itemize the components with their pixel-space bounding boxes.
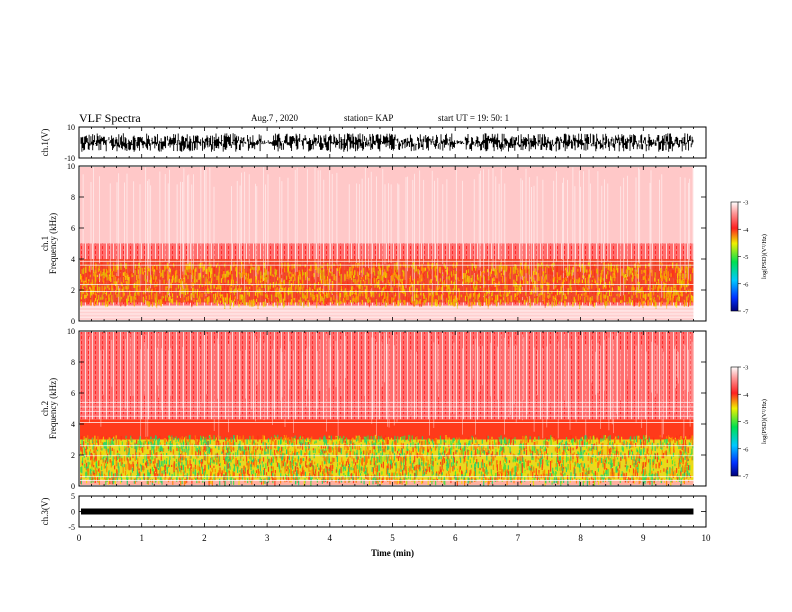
ch2-spectrogram-colorbar-tick-label: -5	[743, 419, 748, 426]
ch2-spectrogram-colorbar-tick-label: -3	[743, 365, 748, 372]
x-tick-label: 9	[641, 533, 646, 543]
x-tick-label: 2	[202, 533, 207, 543]
ch2-spectrogram-image	[79, 332, 694, 487]
figure-title: VLF Spectra	[79, 111, 141, 125]
ch1-spectrogram-colorbar-scale	[730, 201, 739, 312]
x-tick-label: 3	[265, 533, 270, 543]
ch2-spectrogram-speckle	[80, 434, 692, 487]
ch2-spectrogram-ylabel: ch.2	[40, 401, 50, 416]
ch2-spectrogram-colorbar-tick-label: -7	[743, 474, 749, 481]
ch1-spectrogram-speckle	[80, 262, 693, 309]
ch1-waveform-line	[80, 133, 694, 152]
ch1-spectrogram-colorbar-label: log(PSD)(V²/Hz)	[761, 234, 768, 279]
ch1-spectrogram-speckle	[80, 262, 693, 308]
ch1-spectrogram-ytick-label: 2	[71, 286, 75, 295]
ch1-spectrogram-ytick-label: 6	[71, 224, 75, 233]
ch1-spectrogram-colorbar-tick-label: -4	[743, 227, 749, 234]
ch3-waveform-panel: 5 0 -5 ch.3(V)	[40, 492, 707, 532]
ch1-low-band	[80, 305, 694, 320]
ch3-waveform-line	[81, 508, 694, 515]
x-tick-label: 10	[702, 533, 712, 543]
x-tick-label: 5	[390, 533, 395, 543]
ch2-spectrogram-streaks	[79, 332, 693, 440]
ch1-waveform-ytick-label: -10	[64, 154, 75, 163]
ch2-mid-band	[80, 419, 694, 440]
ch1-spectrogram-colorbar: -3 -4 -5 -6 -7 log(PSD)(V²/Hz)	[730, 200, 768, 316]
x-axis-label: Time (min)	[371, 548, 414, 558]
ch1-waveform-series	[80, 133, 694, 152]
ch1-upper-band	[80, 167, 694, 244]
ch1-spectrogram-ylabel: Frequency (kHz)	[48, 213, 58, 274]
ch2-spectrogram-ytick-label: 2	[71, 451, 75, 460]
ch2-spectrogram-colorbar: -3 -4 -5 -6 -7 log(PSD)(V²/Hz)	[730, 365, 768, 481]
date-label: Aug.7 , 2020	[251, 113, 298, 123]
ch1-spectrogram-ytick-label: 4	[71, 255, 75, 264]
ch3-waveform-ytick-label: 5	[71, 492, 75, 501]
ch3-waveform-ytick-label: 0	[71, 508, 75, 517]
ch1-spectrogram-ytick-label: 8	[71, 193, 75, 202]
ch3-waveform-ytick-label: -5	[68, 523, 75, 532]
ch2-spectrogram-ytick-label: 0	[71, 482, 75, 491]
ch2-spectrogram-colorbar-scale	[730, 366, 739, 477]
start-time-label: start UT = 19: 50: 1	[438, 113, 510, 123]
ch1-waveform-ylabel: ch.1(V)	[40, 129, 50, 157]
ch3-waveform-ylabel: ch.3(V)	[40, 498, 50, 526]
ch2-spectrogram-speckle	[84, 434, 694, 486]
ch2-floor-band	[80, 479, 694, 485]
x-tick-label: 1	[139, 533, 144, 543]
ch2-spectrogram-ytick-label: 4	[71, 420, 75, 429]
ch1-spectrogram-image	[80, 167, 694, 320]
ch1-spectrogram-colorbar-tick-label: -3	[743, 200, 748, 207]
ch1-spectrogram-streaks	[82, 167, 694, 306]
ch2-spectrogram-colorbar-label: log(PSD)(V²/Hz)	[761, 399, 768, 444]
ch1-spectrogram-colorbar-tick-label: -6	[743, 281, 749, 288]
ch2-spectrogram-colorbar-tick-label: -6	[743, 446, 749, 453]
ch1-spectrogram-ytick-label: 10	[67, 162, 75, 171]
ch2-spectrogram-ytick-label: 8	[71, 358, 75, 367]
x-tick-label: 0	[77, 533, 82, 543]
ch2-spectrogram-ylabel: Frequency (kHz)	[48, 378, 58, 439]
ch1-waveform-panel: 10 -10 ch.1(V)	[40, 123, 707, 163]
ch1-spectrogram-speckle	[80, 262, 694, 309]
ch2-spectrogram-ytick-label: 10	[67, 327, 75, 336]
ch2-spectrogram-ytick-label: 6	[71, 389, 75, 398]
x-tick-label: 4	[328, 533, 333, 543]
x-tick-label: 8	[578, 533, 583, 543]
station-label: station= KAP	[344, 113, 394, 123]
ch1-spectrogram-ytick-label: 0	[71, 317, 75, 326]
ch1-spectrogram-colorbar-tick-label: -5	[743, 254, 748, 261]
x-tick-label: 6	[453, 533, 458, 543]
ch1-spectrogram-colorbar-tick-label: -7	[743, 309, 749, 316]
x-tick-label: 7	[516, 533, 521, 543]
ch1-spectrogram-ylabel: ch.1	[40, 236, 50, 251]
ch1-waveform-ytick-label: 10	[67, 123, 75, 132]
ch2-spectrogram-colorbar-tick-label: -4	[743, 392, 749, 399]
